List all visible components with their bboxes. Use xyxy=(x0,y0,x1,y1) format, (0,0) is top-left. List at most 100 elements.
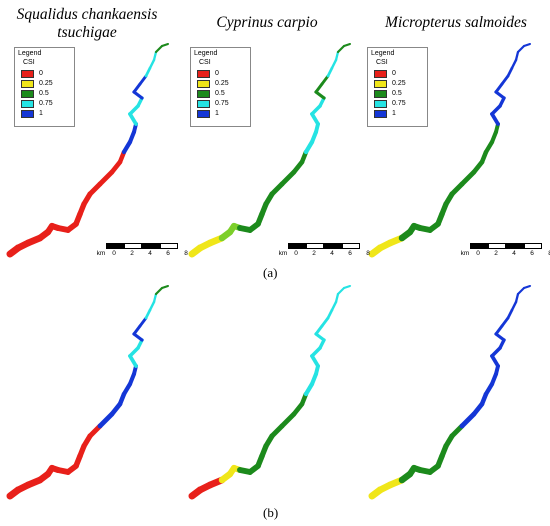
river-segment-r0c1 xyxy=(326,66,334,78)
scalebar-tick: 0 xyxy=(476,250,480,257)
legend-swatch xyxy=(374,80,387,89)
river-segment-r0c2 xyxy=(514,50,520,62)
legend-label: 0.25 xyxy=(39,80,53,87)
river-segment-r0c2 xyxy=(500,74,510,86)
panel-label-a: (a) xyxy=(263,265,278,280)
scalebar-segment xyxy=(142,243,160,249)
scalebar-col1: km 0 2 4 6 8 xyxy=(96,240,188,262)
river-segment-r0c1 xyxy=(320,74,330,86)
river-segment-r0c1 xyxy=(279,169,297,187)
legend-item: 0.25 xyxy=(21,80,53,89)
river-segment-r1c2 xyxy=(500,316,510,328)
legend-swatch xyxy=(374,100,387,109)
scalebar-tick: 8 xyxy=(366,250,370,257)
river-segment-r1c1 xyxy=(310,346,322,358)
river-segment-r0c2 xyxy=(510,58,518,70)
river-segment-r1c2 xyxy=(490,354,500,368)
legend-label: 0 xyxy=(392,70,396,77)
legend-item: 1 xyxy=(197,110,219,119)
legend-label: 0 xyxy=(215,70,219,77)
legend-field: CSI xyxy=(376,59,388,66)
scalebar-tick: 2 xyxy=(312,250,316,257)
river-segment-r1c2 xyxy=(459,411,477,429)
river-segment-r1c0 xyxy=(97,411,115,429)
river-segment-r0c0 xyxy=(132,82,142,94)
scalebar-tick: 4 xyxy=(330,250,334,257)
river-segment-r0c0 xyxy=(128,112,138,126)
river-segment-r0c0 xyxy=(161,43,169,47)
river-segment-r1c0 xyxy=(144,308,152,320)
legend-field: CSI xyxy=(199,59,211,66)
river-segment-r1c0 xyxy=(161,285,169,289)
legend-swatch xyxy=(374,90,387,99)
legend-item: 0.25 xyxy=(197,80,229,89)
scalebar-segment xyxy=(306,243,324,249)
legend-item: 0 xyxy=(197,70,219,79)
legend-item: 0.5 xyxy=(21,90,49,99)
legend-swatch xyxy=(21,110,34,119)
river-segment-r0c2 xyxy=(494,90,506,100)
scalebar-segment xyxy=(506,243,524,249)
scalebar-col3: km 0 2 4 6 8 xyxy=(461,240,550,262)
river-segment-r0c0 xyxy=(144,66,152,78)
river-segment-r0c2 xyxy=(459,169,477,187)
river-segment-r1c0 xyxy=(152,292,158,304)
legend-swatch xyxy=(197,90,210,99)
scalebar-segment xyxy=(342,243,360,249)
river-segment-r0c2 xyxy=(506,66,514,78)
river-segment-r0c0 xyxy=(148,58,156,70)
river-segment-r1c2 xyxy=(516,286,526,296)
river-segment-r1c2 xyxy=(494,324,504,336)
legend-col1: Legend CSI 0 0.25 0.5 0.75 1 xyxy=(14,47,75,127)
scalebar-segment xyxy=(124,243,142,249)
river-segment-r0c0 xyxy=(152,50,158,62)
scalebar-col2: km 0 2 4 6 8 xyxy=(278,240,370,262)
legend-swatch xyxy=(21,100,34,109)
scalebar-segment xyxy=(488,243,506,249)
legend-label: 0.5 xyxy=(392,90,402,97)
legend-swatch xyxy=(197,80,210,89)
scalebar-unit: km xyxy=(96,250,106,257)
river-segment-r1c0 xyxy=(138,316,148,328)
river-segment-r1c0 xyxy=(154,286,164,296)
river-segment-r1c2 xyxy=(523,285,531,289)
river-segment-r0c2 xyxy=(516,44,526,54)
scalebar-tick: 2 xyxy=(130,250,134,257)
legend-item: 0.5 xyxy=(374,90,402,99)
legend-item: 0.75 xyxy=(374,100,406,109)
river-segment-r1c0 xyxy=(132,324,142,336)
legend-item: 0.75 xyxy=(21,100,53,109)
legend-swatch xyxy=(21,80,34,89)
river-segment-r0c0 xyxy=(132,90,144,100)
legend-col2: Legend CSI 0 0.25 0.5 0.75 1 xyxy=(190,47,251,127)
river-segment-r0c2 xyxy=(494,82,504,94)
legend-item: 0.75 xyxy=(197,100,229,109)
legend-swatch xyxy=(21,90,34,99)
river-segment-r0c1 xyxy=(314,82,324,94)
scalebar-tick: 0 xyxy=(294,250,298,257)
legend-item: 0.25 xyxy=(374,80,406,89)
legend-label: 1 xyxy=(392,110,396,117)
river-segment-r1c1 xyxy=(343,285,351,289)
river-segment-r0c1 xyxy=(343,43,351,47)
legend-item: 0 xyxy=(21,70,43,79)
river-segment-r1c2 xyxy=(494,332,506,342)
river-segment-r1c0 xyxy=(128,346,140,358)
scalebar-segment xyxy=(470,243,488,249)
river-segment-r0c1 xyxy=(330,58,338,70)
river-segment-r1c1 xyxy=(314,324,324,336)
river-segment-r1c1 xyxy=(310,354,320,368)
legend-label: 0.75 xyxy=(39,100,53,107)
river-segment-r1c2 xyxy=(506,308,514,320)
scalebar-segment xyxy=(160,243,178,249)
river-segment-r0c0 xyxy=(154,44,164,54)
river-segment-r1c2 xyxy=(510,300,518,312)
legend-label: 1 xyxy=(215,110,219,117)
scalebar-segment xyxy=(324,243,342,249)
river-segment-r0c0 xyxy=(128,104,140,116)
river-segment-r0c1 xyxy=(334,50,340,62)
legend-swatch xyxy=(197,100,210,109)
legend-swatch xyxy=(374,110,387,119)
scalebar-unit: km xyxy=(278,250,288,257)
panel-label-b: (b) xyxy=(263,505,279,520)
